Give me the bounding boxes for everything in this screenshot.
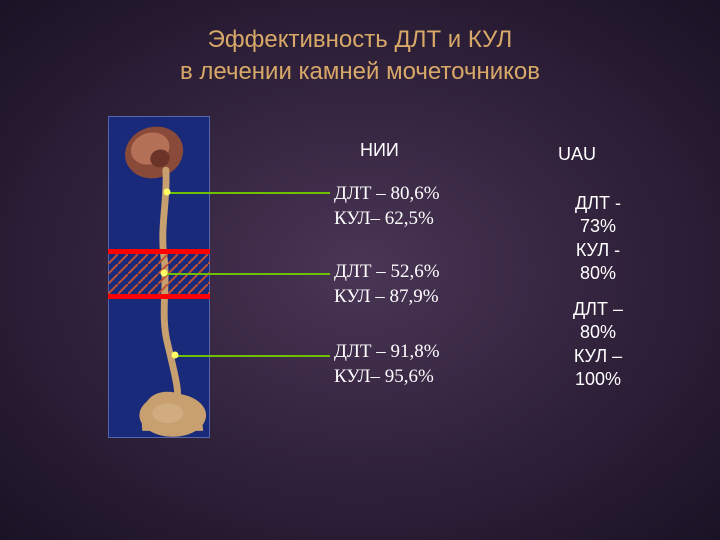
uau-upper-dlt-val: 73% <box>548 215 648 238</box>
nii-middle-kul: КУЛ – 87,9% <box>334 285 440 310</box>
pointer-lower <box>175 355 330 357</box>
stone-dot-lower <box>172 352 179 359</box>
nii-middle-dlt: ДЛТ – 52,6% <box>334 260 440 285</box>
stone-dot-middle <box>161 270 168 277</box>
uau-lower-kul-val: 100% <box>548 368 648 391</box>
uau-lower-dlt: ДЛТ – <box>548 298 648 321</box>
slide-title: Эффективность ДЛТ и КУЛ в лечении камней… <box>0 24 720 89</box>
red-band-bottom <box>108 294 210 299</box>
uau-upper: ДЛТ - 73% КУЛ - 80% <box>548 192 648 286</box>
uau-upper-kul-val: 80% <box>548 262 648 285</box>
nii-upper-kul: КУЛ– 62,5% <box>334 207 440 232</box>
nii-upper-dlt: ДЛТ – 80,6% <box>334 182 440 207</box>
pointer-upper <box>167 192 330 194</box>
uau-lower-dlt-val: 80% <box>548 321 648 344</box>
nii-lower: ДЛТ – 91,8% КУЛ– 95,6% <box>334 340 440 389</box>
uau-header: UAU <box>558 144 596 165</box>
nii-header: НИИ <box>360 140 399 161</box>
uau-lower-kul: КУЛ – <box>548 345 648 368</box>
uau-upper-dlt: ДЛТ - <box>548 192 648 215</box>
pointer-middle <box>164 273 330 275</box>
uau-upper-kul: КУЛ - <box>548 239 648 262</box>
title-line-2: в лечении камней мочеточников <box>180 58 540 85</box>
nii-lower-dlt: ДЛТ – 91,8% <box>334 340 440 365</box>
uau-lower: ДЛТ – 80% КУЛ – 100% <box>548 298 648 392</box>
red-band-top <box>108 249 210 254</box>
nii-middle: ДЛТ – 52,6% КУЛ – 87,9% <box>334 260 440 309</box>
stone-dot-upper <box>164 189 171 196</box>
nii-upper: ДЛТ – 80,6% КУЛ– 62,5% <box>334 182 440 231</box>
nii-lower-kul: КУЛ– 95,6% <box>334 365 440 390</box>
title-line-1: Эффективность ДЛТ и КУЛ <box>208 26 513 53</box>
